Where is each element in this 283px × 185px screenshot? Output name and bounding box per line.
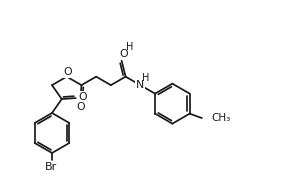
Text: H: H [126, 42, 133, 52]
Text: Br: Br [45, 162, 57, 172]
Text: O: O [78, 92, 87, 102]
Text: O: O [63, 67, 72, 77]
Text: O: O [76, 102, 85, 112]
Text: O: O [119, 49, 128, 59]
Text: N: N [136, 80, 144, 90]
Text: H: H [142, 73, 149, 83]
Text: CH₃: CH₃ [211, 113, 230, 123]
